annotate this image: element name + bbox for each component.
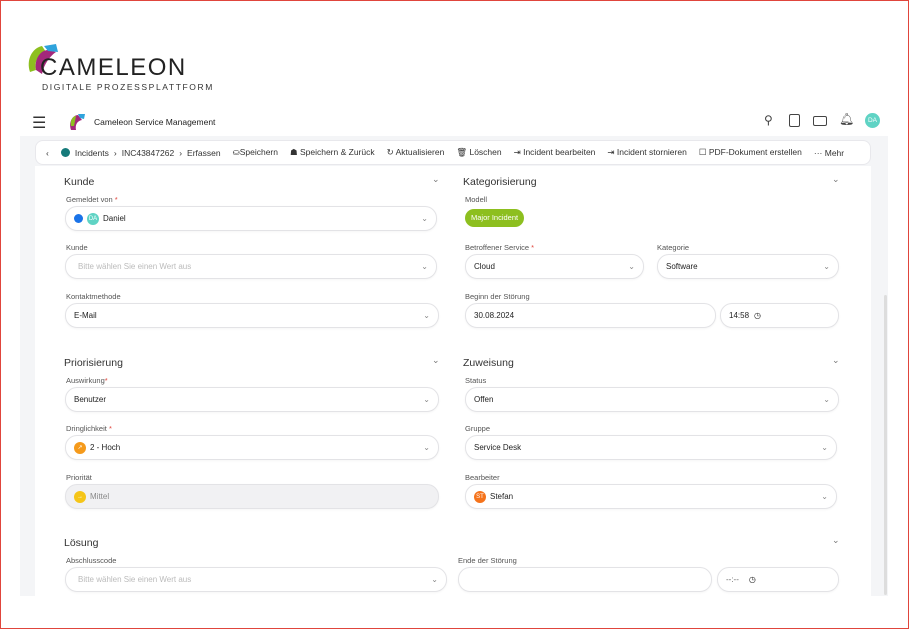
more-button[interactable]: ··· Mehr [813, 147, 845, 158]
prioritaet-label: Priorität [66, 473, 92, 482]
auswirkung-select[interactable]: Benutzer ⌄ [65, 387, 439, 412]
save-and-back-button[interactable]: ☗ Speichern & Zurück [289, 147, 375, 157]
bearbeiter-label: Bearbeiter [465, 473, 500, 482]
create-pdf-button[interactable]: ☐ PDF-Dokument erstellen [698, 147, 802, 157]
gruppe-select[interactable]: Service Desk ⌄ [465, 435, 837, 460]
section-title-loesung: Lösung [64, 537, 99, 549]
gruppe-label: Gruppe [465, 424, 491, 433]
kunde-label: Kunde [66, 243, 88, 252]
abschluss-label: Abschlusscode [66, 556, 117, 565]
info-icon [74, 214, 83, 223]
incidents-icon [60, 148, 70, 157]
cameleon-logo-icon [28, 44, 58, 74]
chevron-down-icon: ⌄ [431, 575, 438, 584]
back-icon[interactable]: ‹ [46, 147, 49, 158]
breadcrumb-erfassen: Erfassen [187, 147, 221, 158]
search-icon[interactable]: ⚲ [764, 113, 773, 127]
kontakt-select[interactable]: E-Mail ⌄ [65, 303, 439, 328]
shopping-bag-icon[interactable] [789, 114, 800, 127]
clock-icon: ◷ [748, 575, 756, 584]
brand-name: CAMELEON [40, 54, 187, 81]
avatar: ST [474, 490, 486, 503]
kunde-select[interactable]: Bitte wählen Sie einen Wert aus ⌄ [65, 254, 437, 279]
breadcrumb: Incidents › INC43847262 › Erfassen [60, 147, 221, 158]
scrollbar[interactable] [884, 295, 887, 595]
cancel-incident-button[interactable]: ⇥ Incident stornieren [607, 147, 687, 157]
kategorie-select[interactable]: Software ⌄ [657, 254, 839, 279]
edit-incident-button[interactable]: ⇥ Incident bearbeiten [513, 147, 596, 157]
id-card-icon[interactable] [813, 116, 827, 126]
status-label: Status [465, 376, 487, 385]
section-title-kategorisierung: Kategorisierung [463, 176, 537, 188]
dringlichkeit-label: Dringlichkeit * [66, 424, 112, 433]
user-avatar[interactable]: DA [865, 113, 880, 128]
modell-label: Modell [465, 195, 488, 204]
chevron-down-icon: ⌄ [421, 214, 428, 223]
chevron-down-icon: ⌄ [423, 311, 430, 320]
collapse-kategorisierung-icon[interactable]: ⌄ [832, 174, 840, 184]
app-bar [20, 106, 888, 136]
delete-button[interactable]: 🗑︎ Löschen [456, 147, 502, 157]
chevron-down-icon: ⌄ [423, 443, 430, 452]
chevron-down-icon: ⌄ [423, 395, 430, 404]
dringlichkeit-select[interactable]: ↗ 2 - Hoch ⌄ [65, 435, 439, 460]
section-title-kunde: Kunde [64, 176, 95, 188]
gemeldet-label: Gemeldet von * [66, 195, 118, 204]
beginn-date-input[interactable]: 30.08.2024 [465, 303, 716, 328]
service-label: Betroffener Service * [465, 243, 535, 252]
breadcrumb-incident-id[interactable]: INC43847262 [121, 147, 175, 158]
collapse-priorisierung-icon[interactable]: ⌄ [432, 355, 440, 365]
collapse-kunde-icon[interactable]: ⌄ [432, 174, 440, 184]
avatar: DA [87, 212, 99, 225]
chevron-down-icon: ⌄ [823, 395, 830, 404]
chevron-down-icon: ⌄ [421, 262, 428, 271]
clock-icon: ◷ [754, 311, 762, 320]
modell-badge[interactable]: Major Incident [465, 209, 525, 227]
ende-label: Ende der Störung [458, 556, 517, 565]
section-title-zuweisung: Zuweisung [463, 357, 514, 369]
ende-time-input[interactable]: --:-- ◷ [717, 567, 839, 592]
chevron-down-icon: ⌄ [823, 262, 830, 271]
action-toolbar: ‹ Incidents › INC43847262 › Erfassen ⛀Spei… [35, 140, 871, 165]
menu-icon[interactable]: ☰ [32, 115, 47, 132]
refresh-button[interactable]: ↻ Aktualisieren [386, 147, 445, 157]
kontakt-label: Kontaktmethode [66, 292, 121, 301]
beginn-time-input[interactable]: 14:58 ◷ [720, 303, 839, 328]
kategorie-label: Kategorie [657, 243, 690, 252]
section-title-priorisierung: Priorisierung [64, 357, 123, 369]
collapse-zuweisung-icon[interactable]: ⌄ [832, 355, 840, 365]
breadcrumb-incidents[interactable]: Incidents [74, 147, 109, 158]
arrow-up-right-icon: ↗ [74, 441, 86, 454]
service-select[interactable]: Cloud ⌄ [465, 254, 644, 279]
collapse-loesung-icon[interactable]: ⌄ [832, 535, 840, 545]
chevron-down-icon: ⌄ [821, 443, 828, 452]
app-title: Cameleon Service Management [94, 117, 216, 127]
gemeldet-select[interactable]: DA Daniel ⌄ [65, 206, 437, 231]
prioritaet-field: → Mittel [65, 484, 439, 509]
brand-tagline: DIGITALE PROZESSPLATTFORM [42, 82, 214, 92]
app-logo-icon [70, 114, 85, 130]
abschluss-select[interactable]: Bitte wählen Sie einen Wert aus ⌄ [65, 567, 447, 592]
auswirkung-label: Auswirkung* [66, 376, 108, 385]
chevron-down-icon: ⌄ [821, 492, 828, 501]
beginn-label: Beginn der Störung [465, 292, 530, 301]
form-card [35, 166, 871, 596]
bell-icon[interactable]: 🔔︎ [839, 112, 855, 126]
arrow-right-icon: → [74, 490, 86, 503]
bearbeiter-select[interactable]: ST Stefan ⌄ [465, 484, 837, 509]
status-select[interactable]: Offen ⌄ [465, 387, 839, 412]
chevron-down-icon: ⌄ [628, 262, 635, 271]
save-button[interactable]: ⛀Speichern [232, 147, 278, 157]
ende-date-input[interactable] [458, 567, 712, 592]
